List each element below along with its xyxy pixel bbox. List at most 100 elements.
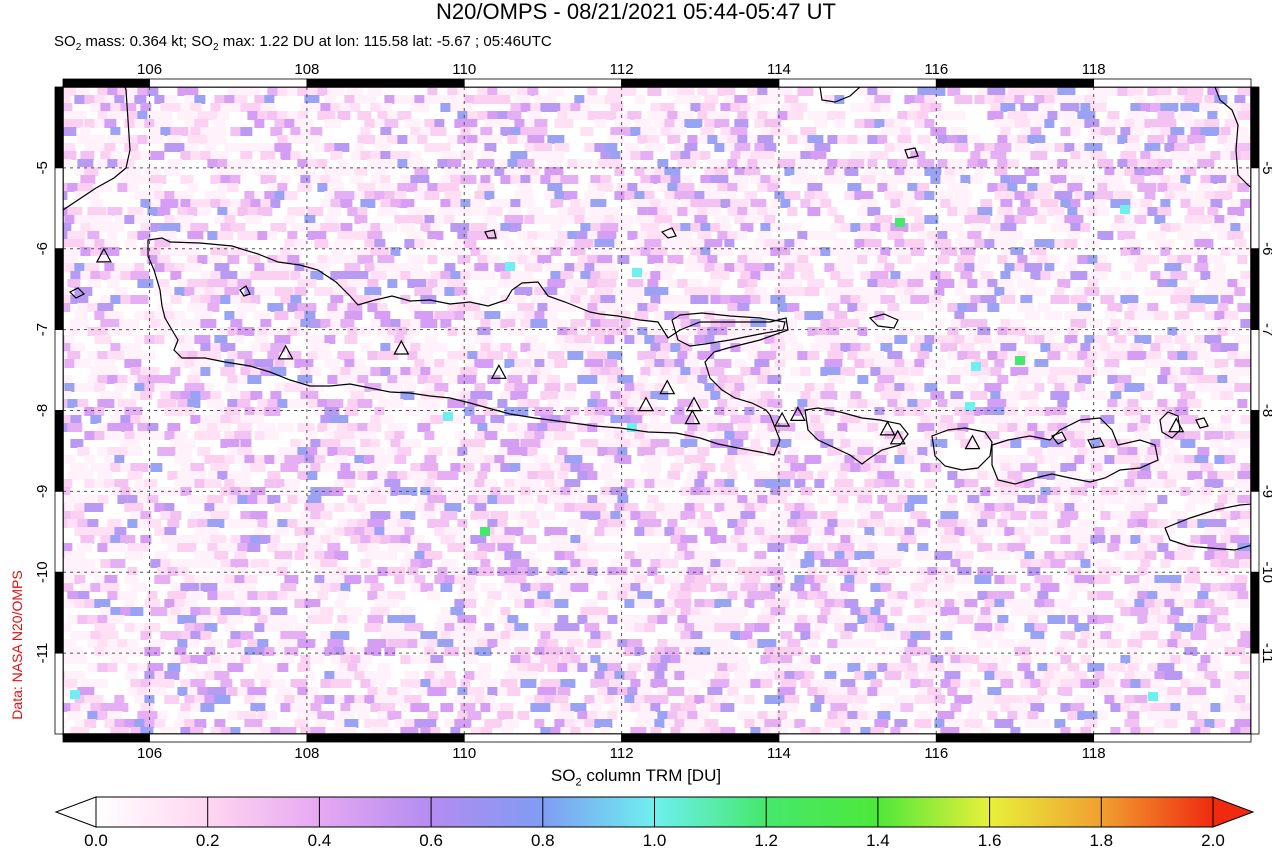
so2-pixel — [837, 471, 848, 480]
so2-pixel — [1000, 223, 1017, 232]
so2-pixel — [467, 591, 479, 600]
so2-pixel — [1097, 183, 1108, 192]
so2-pixel — [910, 631, 930, 640]
so2-pixel — [1030, 631, 1045, 640]
so2-pixel — [850, 343, 862, 352]
so2-pixel — [1010, 367, 1029, 376]
so2-pixel — [194, 311, 213, 320]
so2-pixel — [744, 167, 761, 176]
so2-pixel — [1110, 391, 1122, 400]
so2-pixel — [1047, 111, 1067, 120]
so2-pixel — [300, 175, 313, 184]
so2-pixel — [190, 199, 206, 208]
so2-pixel — [367, 87, 383, 96]
so2-pixel — [217, 183, 233, 192]
so2-pixel — [1070, 319, 1087, 328]
so2-pixel — [717, 159, 732, 168]
so2-pixel — [1104, 407, 1120, 416]
so2-pixel — [570, 199, 585, 208]
so2-pixel — [630, 199, 650, 208]
so2-pixel — [1074, 287, 1094, 296]
so2-pixel — [314, 239, 329, 248]
so2-pixel — [177, 87, 195, 96]
so2-pixel — [327, 375, 344, 384]
so2-pixel — [497, 567, 516, 576]
so2-pixel — [1127, 159, 1145, 168]
so2-pixel — [704, 479, 722, 488]
so2-pixel — [730, 535, 750, 544]
so2-pixel — [880, 175, 899, 184]
so2-pixel — [224, 455, 235, 464]
so2-pixel — [210, 607, 223, 616]
so2-pixel — [740, 223, 754, 232]
so2-pixel — [564, 263, 575, 272]
so2-pixel — [854, 503, 872, 512]
so2-pixel — [1037, 591, 1049, 600]
so2-pixel — [1160, 655, 1174, 664]
so2-pixel — [367, 231, 383, 240]
so2-pixel — [260, 343, 274, 352]
so2-pixel — [880, 103, 891, 112]
so2-pixel — [214, 119, 226, 128]
so2-pixel — [1120, 511, 1140, 520]
so2-pixel — [1067, 615, 1079, 624]
so2-pixel — [634, 575, 648, 584]
so2-pixel — [730, 151, 750, 160]
so2-pixel — [164, 527, 177, 536]
so2-pixel — [1240, 463, 1251, 472]
so2-pixel — [590, 391, 601, 400]
so2-pixel — [477, 183, 495, 192]
so2-pixel — [364, 623, 382, 632]
so2-pixel — [834, 551, 847, 560]
so2-pixel — [567, 567, 580, 576]
so2-pixel — [930, 391, 945, 400]
so2-pixel — [1164, 191, 1176, 200]
so2-pixel — [254, 287, 274, 296]
so2-pixel — [460, 343, 476, 352]
so2-pixel — [67, 183, 79, 192]
so2-pixel — [954, 335, 972, 344]
so2-pixel — [630, 127, 647, 136]
so2-pixel — [1180, 487, 1193, 496]
so2-pixel — [997, 495, 1016, 504]
so2-pixel — [1020, 391, 1039, 400]
so2-pixel — [220, 295, 234, 304]
so2-pixel — [580, 655, 591, 664]
so2-pixel — [444, 623, 457, 632]
so2-pixel — [604, 527, 615, 536]
so2-pixel — [1000, 295, 1016, 304]
so2-pixel — [1114, 479, 1126, 488]
so2-pixel — [1217, 327, 1236, 336]
so2-pixel — [744, 191, 758, 200]
so2-pixel — [867, 399, 880, 408]
so2-pixel — [1027, 375, 1042, 384]
so2-pixel — [164, 215, 184, 224]
so2-pixel — [1000, 343, 1017, 352]
so2-pixel — [840, 343, 856, 352]
so2-pixel — [997, 327, 1017, 336]
so2-pixel — [1090, 343, 1107, 352]
so2-pixel — [984, 383, 1002, 392]
so2-pixel — [1174, 335, 1187, 344]
so2-pixel — [977, 519, 988, 528]
so2-pixel — [700, 247, 720, 256]
so2-pixel — [424, 359, 442, 368]
so2-pixel — [514, 623, 529, 632]
so2-pixel — [317, 423, 337, 432]
so2-pixel — [637, 183, 654, 192]
so2-pixel — [324, 575, 339, 584]
so2-pixel — [687, 279, 703, 288]
so2-pixel — [157, 255, 171, 264]
so2-pixel — [857, 543, 877, 552]
so2-pixel — [1240, 511, 1251, 520]
so2-pixel — [890, 199, 905, 208]
so2-pixel — [220, 343, 236, 352]
so2-pixel — [654, 647, 670, 656]
so2-pixel — [87, 303, 105, 312]
so2-pixel — [1050, 415, 1065, 424]
so2-pixel — [430, 271, 442, 280]
so2-pixel — [530, 151, 546, 160]
so2-pixel — [304, 335, 318, 344]
so2-pixel — [1174, 623, 1194, 632]
so2-pixel — [80, 247, 99, 256]
